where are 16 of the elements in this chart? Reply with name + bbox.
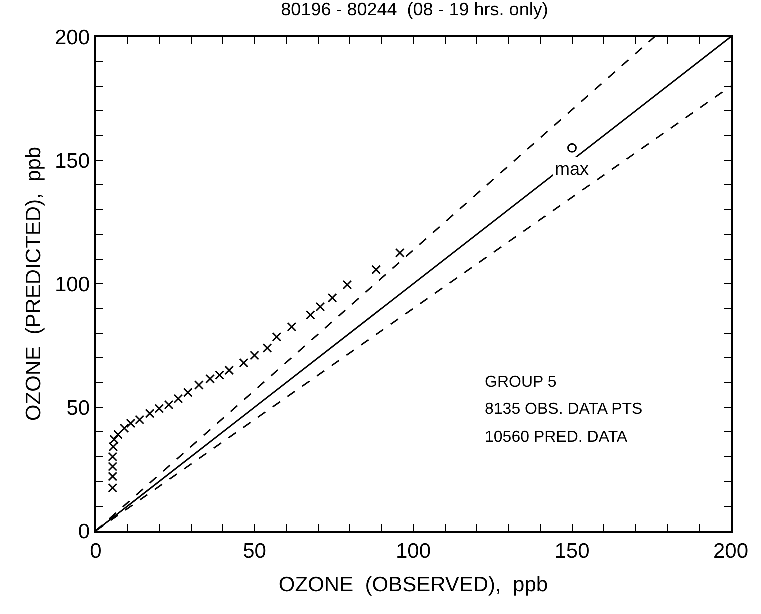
annotation: 10560 PRED. DATA bbox=[485, 429, 628, 446]
x-tick-label: 100 bbox=[396, 540, 432, 563]
y-tick-label: 0 bbox=[78, 520, 90, 544]
y-tick-label: 200 bbox=[55, 26, 90, 50]
chart-title: 80196 - 80244 (08 - 19 hrs. only) bbox=[281, 0, 548, 20]
y-tick-label: 100 bbox=[55, 273, 90, 296]
annotation: max bbox=[555, 159, 590, 179]
x-tick-label: 150 bbox=[554, 540, 590, 563]
y-tick-label: 50 bbox=[66, 396, 90, 420]
annotation: 8135 OBS. DATA PTS bbox=[485, 401, 643, 418]
y-axis-title: OZONE (PREDICTED), ppb bbox=[22, 146, 46, 422]
y-tick-label: 150 bbox=[55, 150, 90, 173]
x-axis-title: OZONE (OBSERVED), ppb bbox=[278, 574, 548, 597]
x-tick-label: 50 bbox=[243, 540, 266, 563]
annotation: GROUP 5 bbox=[485, 374, 557, 391]
x-tick-label: 200 bbox=[713, 540, 749, 563]
